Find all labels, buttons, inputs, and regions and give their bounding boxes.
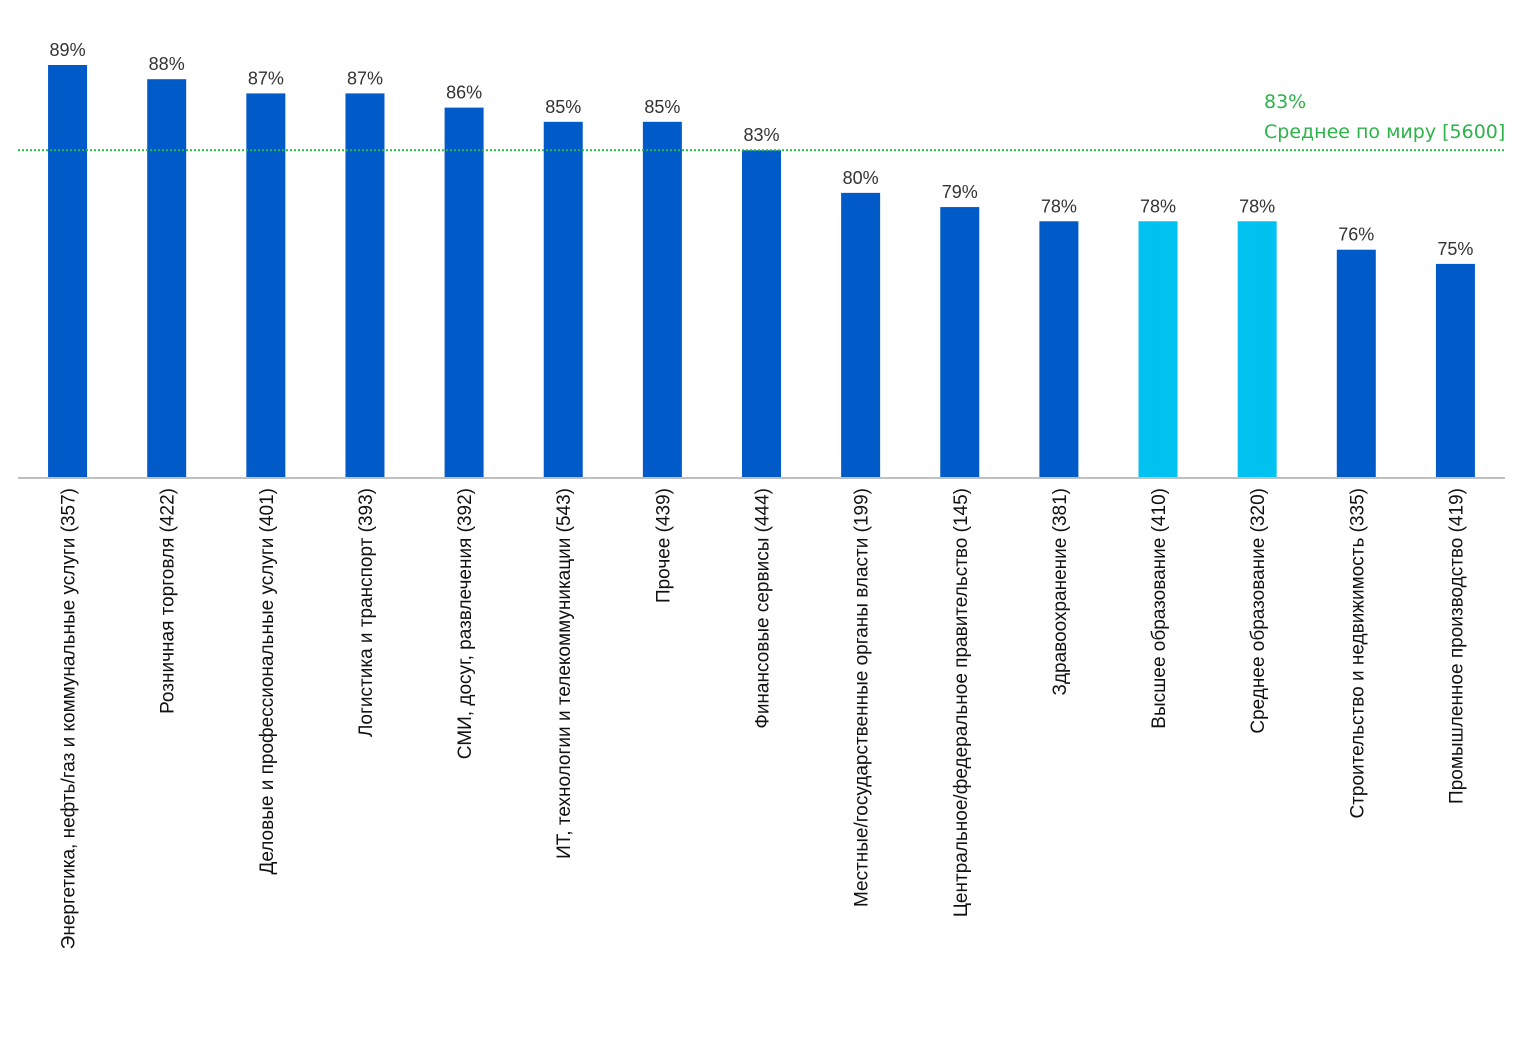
bar <box>1138 221 1178 477</box>
bar-value-label: 83% <box>743 125 779 145</box>
category-label: СМИ, досуг, развлечения (392) <box>455 488 476 759</box>
bar <box>1435 263 1475 477</box>
bar <box>1237 221 1277 477</box>
category-label: Здравоохранение (381) <box>1050 488 1071 696</box>
category-label: ИТ, технологии и телекоммуникации (543) <box>554 488 575 859</box>
bar <box>1039 221 1079 477</box>
category-label: Среднее образование (320) <box>1248 488 1269 734</box>
bar-value-label: 80% <box>843 168 879 188</box>
bar-value-label: 89% <box>50 40 86 60</box>
category-label: Местные/государственные органы власти (1… <box>852 488 873 907</box>
bar-value-label: 78% <box>1140 196 1176 216</box>
category-label: Прочее (439) <box>653 488 674 603</box>
bar-value-label: 87% <box>347 68 383 88</box>
category-label: Энергетика, нефть/газ и коммунальные усл… <box>59 488 80 949</box>
category-label: Промышленное производство (419) <box>1446 488 1467 804</box>
category-label: Деловые и профессиональные услуги (401) <box>257 488 278 875</box>
bar-value-label: 86% <box>446 83 482 103</box>
bar-value-label: 88% <box>149 54 185 74</box>
bar <box>246 93 286 478</box>
category-label: Розничная торговля (422) <box>158 488 179 714</box>
bar <box>841 192 881 478</box>
average-description-label: Среднее по миру [5600] <box>1264 121 1505 143</box>
category-label: Финансовые сервисы (444) <box>753 488 774 729</box>
average-value-label: 83% <box>1264 91 1306 113</box>
category-label: Высшее образование (410) <box>1149 488 1170 729</box>
category-label: Логистика и транспорт (393) <box>356 488 377 737</box>
bar-value-label: 85% <box>644 97 680 117</box>
bar <box>642 121 682 478</box>
category-label: Строительство и недвижимость (335) <box>1347 488 1368 819</box>
bar-value-label: 85% <box>545 97 581 117</box>
bars-group <box>48 65 1475 478</box>
bar <box>543 121 583 478</box>
bar <box>147 79 187 477</box>
bar <box>940 207 980 477</box>
bar <box>1336 249 1376 477</box>
bar <box>48 65 88 477</box>
bar-value-label: 76% <box>1338 225 1374 245</box>
bar-value-label: 79% <box>942 182 978 202</box>
bar <box>444 107 484 477</box>
value-labels-group: 89% 88% 87% 87% 86% 85% 85% 83% 80% 79% 78% 78% 78% 7… <box>50 40 1474 259</box>
bar-value-label: 78% <box>1239 196 1275 216</box>
bar-value-label: 78% <box>1041 196 1077 216</box>
bar-value-label: 75% <box>1437 239 1473 259</box>
bar <box>742 150 781 477</box>
bar <box>345 93 385 478</box>
bar-value-label: 87% <box>248 68 284 88</box>
category-label: Центральное/федеральное правительство (1… <box>951 488 972 917</box>
category-labels-group: Энергетика, нефть/газ и коммунальные усл… <box>59 488 1468 949</box>
